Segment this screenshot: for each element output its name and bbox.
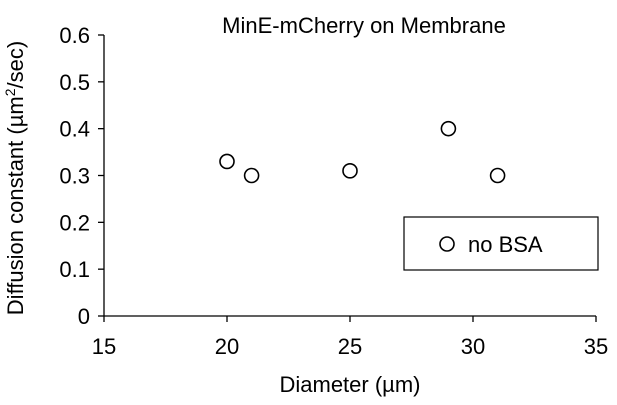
y-tick-label: 0.2 [59,210,90,235]
x-axis-title: Diameter (µm) [279,372,420,397]
legend-box [403,216,599,271]
chart-title: MinE-mCherry on Membrane [222,13,506,38]
y-tick-label: 0.6 [59,23,90,48]
legend: no BSA [403,216,599,271]
y-axis-ticks: 0 0.1 0.2 0.3 0.4 0.5 0.6 [59,23,104,329]
y-axis-title-main: Diffusion constant (µm [3,96,28,315]
data-point [342,163,358,179]
x-axis-ticks: 15 20 25 30 35 [92,316,608,359]
data-point [219,153,235,170]
data-point [440,120,457,137]
y-axis-title-tail: /sec) [3,41,28,89]
data-points [219,120,506,184]
data-point [243,167,260,184]
y-axis-title-superscript: 2 [2,88,18,96]
y-axis-title: Diffusion constant (µm2/sec) [2,41,28,315]
x-tick-label: 20 [215,334,239,359]
x-tick-label: 25 [338,334,362,359]
legend-label: no BSA [468,232,543,257]
y-tick-label: 0.5 [59,70,90,95]
y-tick-label: 0.3 [59,164,90,189]
y-tick-label: 0.1 [59,257,90,282]
x-tick-label: 35 [584,334,608,359]
data-point [489,167,506,184]
legend-marker [439,236,455,252]
y-tick-label: 0.4 [59,117,90,142]
x-tick-label: 30 [461,334,485,359]
x-tick-label: 15 [92,334,116,359]
y-tick-label: 0 [78,304,90,329]
